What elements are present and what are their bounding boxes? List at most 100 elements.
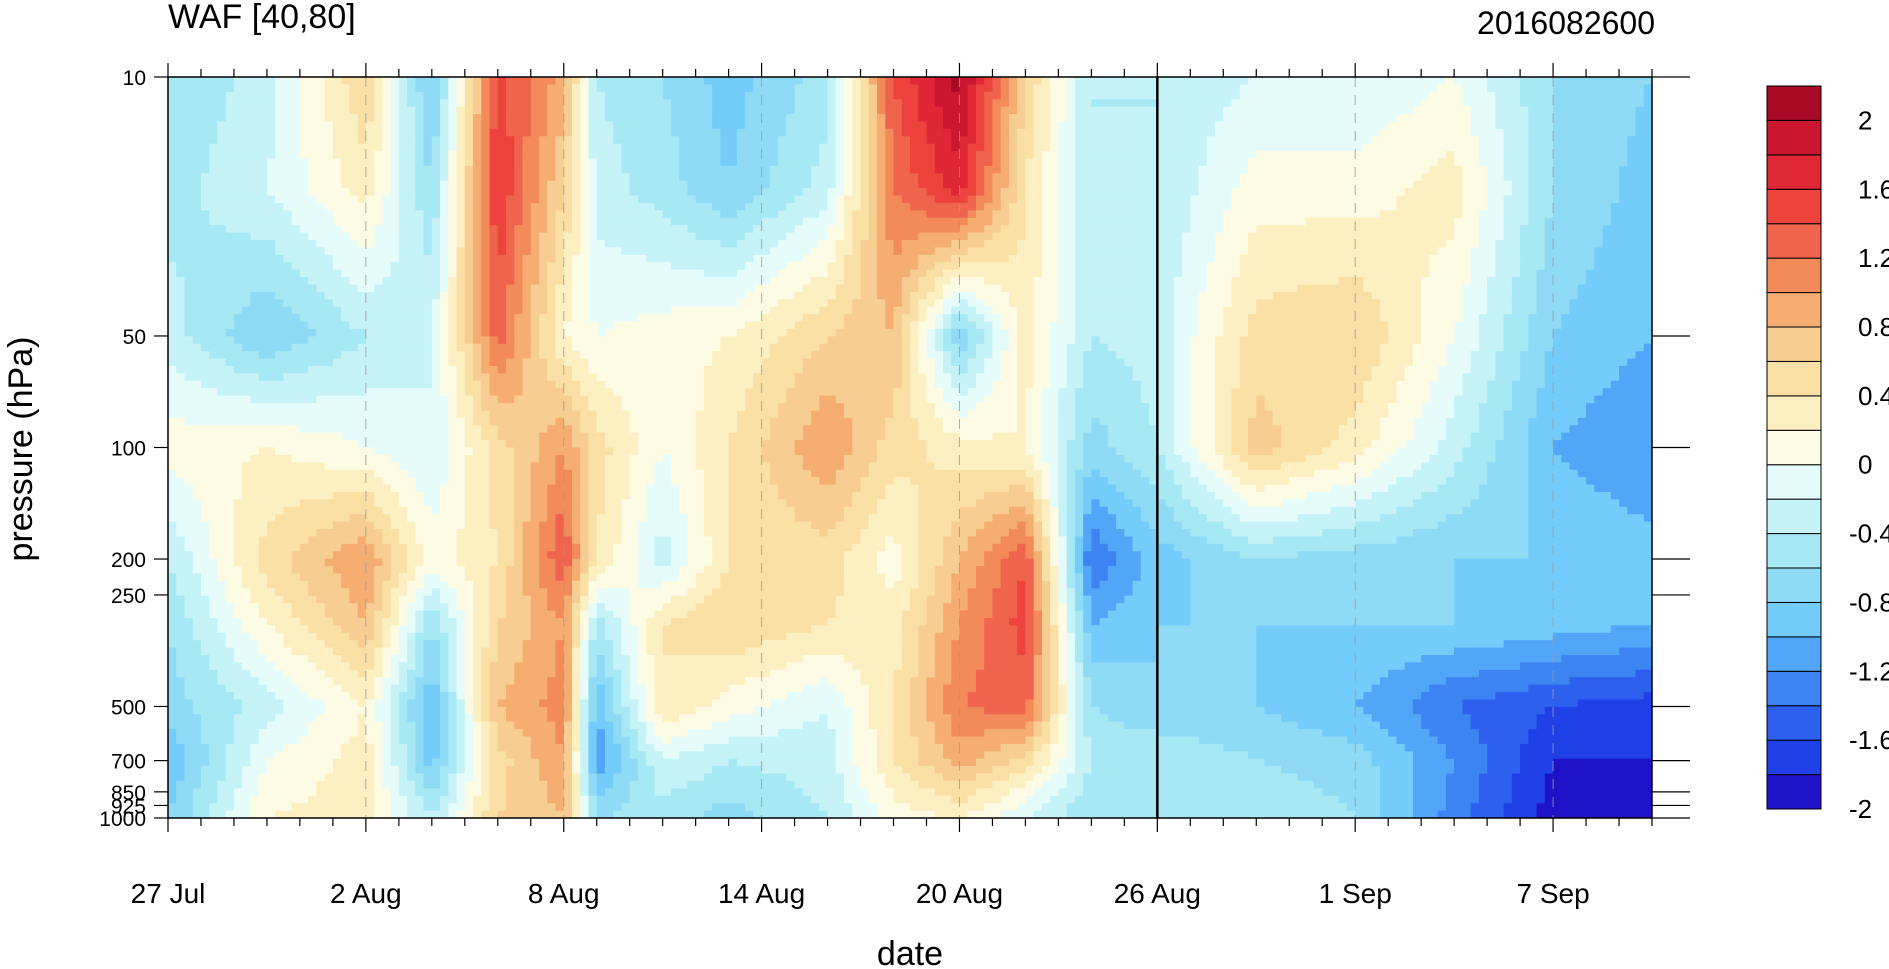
field-cell [1536, 84, 1546, 93]
field-cell [1445, 91, 1455, 100]
field-cell [819, 158, 829, 167]
field-cell [530, 210, 540, 219]
field-cell [1388, 91, 1398, 100]
field-cell [984, 151, 994, 160]
field-cell [497, 240, 507, 249]
field-cell [580, 240, 590, 249]
field-cell [456, 114, 466, 123]
field-cell [1173, 128, 1183, 137]
field-cell [316, 91, 326, 100]
field-cell [522, 202, 532, 211]
field-cell [382, 128, 392, 137]
field-cell [637, 158, 647, 167]
field-cell [1305, 269, 1315, 278]
field-cell [679, 269, 688, 278]
field-cell [555, 262, 565, 271]
field-cell [431, 262, 441, 271]
field-cell [1264, 195, 1274, 204]
field-cell [1025, 254, 1035, 263]
field-cell [852, 84, 862, 93]
field-cell [1643, 114, 1652, 123]
field-cell [662, 99, 672, 108]
field-cell [910, 254, 919, 263]
field-cell [497, 225, 507, 234]
field-cell [1132, 210, 1142, 219]
field-cell [621, 195, 631, 204]
field-cell [1066, 158, 1076, 167]
field-cell [1421, 106, 1430, 115]
field-cell [1264, 158, 1274, 167]
field-cell [1520, 247, 1529, 256]
field-cell [613, 106, 623, 115]
field-cell [192, 84, 202, 93]
field-cell [1157, 277, 1167, 286]
field-cell [736, 136, 746, 145]
field-cell [1190, 114, 1200, 123]
field-cell [341, 121, 350, 130]
field-cell [1437, 225, 1447, 234]
field-cell [398, 77, 408, 86]
field-cell [1281, 136, 1290, 145]
field-cell [547, 114, 557, 123]
field-cell [555, 114, 565, 123]
field-cell [951, 217, 961, 226]
field-cell [868, 195, 878, 204]
field-cell [464, 84, 474, 93]
field-cell [1050, 165, 1059, 174]
field-cell [1462, 165, 1472, 174]
field-cell [769, 188, 779, 197]
field-cell [1528, 106, 1538, 115]
field-cell [934, 121, 944, 130]
field-cell [1586, 262, 1595, 271]
field-cell [415, 240, 425, 249]
field-cell [769, 277, 779, 286]
field-cell [753, 143, 763, 152]
field-cell [415, 180, 425, 189]
field-cell [1017, 240, 1027, 249]
field-cell [646, 77, 656, 86]
field-cell [877, 262, 886, 271]
field-cell [1083, 121, 1092, 130]
field-cell [1363, 202, 1373, 211]
field-cell [1495, 210, 1505, 219]
field-cell [1536, 121, 1546, 130]
field-cell [382, 121, 392, 130]
field-cell [621, 158, 631, 167]
field-cell [1363, 99, 1373, 108]
field-cell [291, 77, 301, 86]
field-cell [1602, 158, 1612, 167]
field-cell [200, 99, 210, 108]
field-cell [1198, 262, 1208, 271]
field-cell [835, 114, 845, 123]
field-cell [473, 240, 482, 249]
field-cell [695, 128, 705, 137]
field-cell [217, 114, 227, 123]
field-cell [1627, 128, 1637, 137]
field-cell [332, 151, 342, 160]
field-cell [283, 247, 293, 256]
field-cell [934, 277, 944, 286]
field-cell [1454, 240, 1463, 249]
field-cell [349, 262, 359, 271]
field-cell [233, 277, 243, 286]
field-cell [233, 240, 243, 249]
field-cell [374, 121, 383, 130]
field-cell [1470, 99, 1480, 108]
field-cell [299, 254, 309, 263]
field-cell [1058, 143, 1068, 152]
field-cell [440, 217, 449, 226]
field-cell [926, 277, 936, 286]
field-cell [687, 195, 697, 204]
field-cell [712, 173, 721, 182]
field-cell [753, 91, 763, 100]
field-cell [1313, 254, 1323, 263]
field-cell [621, 106, 631, 115]
field-cell [1239, 99, 1249, 108]
field-cell [1429, 262, 1439, 271]
field-cell [448, 91, 458, 100]
field-cell [1116, 254, 1125, 263]
field-cell [1594, 114, 1604, 123]
field-cell [1569, 225, 1579, 234]
field-cell [571, 202, 581, 211]
field-cell [1281, 99, 1290, 108]
